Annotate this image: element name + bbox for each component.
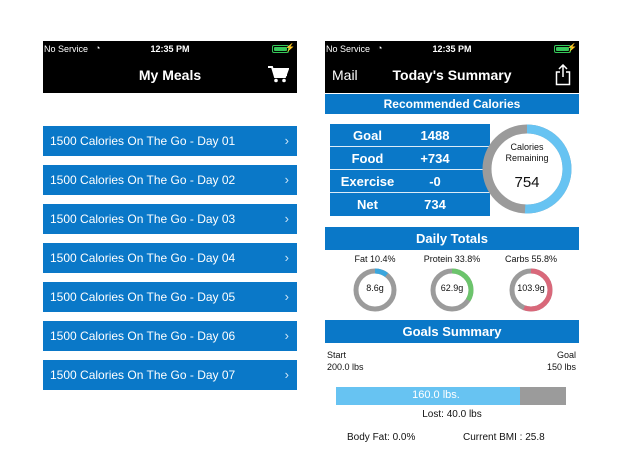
- meal-row-label: 1500 Calories On The Go - Day 03: [50, 212, 236, 226]
- recommended-calories-header: Recommended Calories: [325, 94, 579, 114]
- page-title: My Meals: [138, 67, 202, 83]
- calorie-row: Goal 1488: [330, 124, 490, 147]
- meal-row-label: 1500 Calories On The Go - Day 05: [50, 290, 236, 304]
- macro-label: Carbs 55.8%: [504, 254, 558, 264]
- weight-progress-bar: 160.0 lbs.: [336, 387, 566, 405]
- goal-value: 150 lbs: [546, 362, 576, 372]
- calorie-row-value: 734: [424, 197, 446, 212]
- macro-item: Protein 33.8% 62.9g: [417, 254, 487, 313]
- daily-totals-header: Daily Totals: [325, 227, 579, 250]
- share-icon[interactable]: [555, 63, 571, 91]
- meal-row[interactable]: 1500 Calories On The Go - Day 01 ›: [43, 126, 297, 156]
- macro-ring-arc: [430, 268, 474, 312]
- calories-remaining-ring: Calories Remaining 754: [477, 119, 577, 219]
- calorie-row-value: +734: [420, 151, 450, 166]
- weight-lost: Lost: 40.0 lbs: [422, 409, 482, 420]
- nav-bar: Mail Today's Summary: [325, 57, 579, 93]
- meal-row-label: 1500 Calories On The Go - Day 01: [50, 134, 236, 148]
- start-value: 200.0 lbs: [327, 362, 364, 372]
- meal-list: 1500 Calories On The Go - Day 01 › 1500 Ca…: [43, 126, 297, 399]
- meal-row[interactable]: 1500 Calories On The Go - Day 04 ›: [43, 243, 297, 273]
- calorie-row: Exercise -0: [330, 170, 490, 193]
- goals-summary-header: Goals Summary: [325, 320, 579, 343]
- start-label: Start: [327, 350, 347, 360]
- clock: 12:35 PM: [150, 44, 190, 54]
- status-bar: No Service ◔ 12:35 PM ⚡: [325, 41, 579, 57]
- macro-ring-arc: [353, 268, 397, 312]
- chevron-right-icon: ›: [284, 367, 289, 382]
- ring-caption: Calories Remaining: [477, 142, 577, 164]
- macro-item: Carbs 55.8% 103.9g: [496, 254, 566, 313]
- calorie-row-label: Net: [357, 197, 378, 212]
- ring-caption-line2: Remaining: [505, 153, 549, 163]
- progress-fill: [336, 387, 520, 405]
- wifi-icon: ◔: [95, 43, 101, 53]
- meal-row-label: 1500 Calories On The Go - Day 06: [50, 329, 236, 343]
- meal-row[interactable]: 1500 Calories On The Go - Day 05 ›: [43, 282, 297, 312]
- macro-ring: 103.9g: [508, 267, 554, 313]
- macro-label: Protein 33.8%: [423, 254, 481, 264]
- charging-icon: ⚡: [567, 43, 577, 52]
- chevron-right-icon: ›: [284, 211, 289, 226]
- nav-bar: My Meals: [43, 57, 297, 93]
- body-fat: Body Fat: 0.0%: [347, 432, 416, 443]
- goal-target: Goal 150 lbs: [547, 349, 576, 373]
- macro-label: Fat 10.4%: [354, 254, 396, 264]
- chevron-right-icon: ›: [284, 250, 289, 265]
- current-bmi: Current BMI : 25.8: [463, 432, 545, 443]
- macro-ring: 8.6g: [352, 267, 398, 313]
- cart-icon[interactable]: [267, 65, 290, 88]
- calorie-row: Food +734: [330, 147, 490, 170]
- meal-row-label: 1500 Calories On The Go - Day 04: [50, 251, 236, 265]
- calories-remaining-value: 754: [514, 174, 540, 191]
- ring-caption-line1: Calories: [510, 142, 544, 152]
- meal-row[interactable]: 1500 Calories On The Go - Day 06 ›: [43, 321, 297, 351]
- calorie-row-label: Food: [351, 151, 384, 166]
- calorie-table: Goal 1488 Food +734 Exercise -0 Net 734: [330, 124, 490, 216]
- calorie-row-label: Exercise: [340, 174, 395, 189]
- meal-row[interactable]: 1500 Calories On The Go - Day 07 ›: [43, 360, 297, 390]
- meal-row-label: 1500 Calories On The Go - Day 07: [50, 368, 236, 382]
- page-title: Today's Summary: [392, 67, 512, 83]
- my-meals-screen: No Service ◔ 12:35 PM ⚡ My Meals 1500 Ca…: [43, 41, 297, 401]
- macro-ring-arc: [509, 268, 553, 312]
- calorie-row: Net 734: [330, 193, 490, 216]
- status-bar: No Service ◔ 12:35 PM ⚡: [43, 41, 297, 57]
- battery-icon: [554, 45, 571, 53]
- clock: 12:35 PM: [432, 44, 472, 54]
- goal-start: Start 200.0 lbs: [327, 349, 364, 373]
- back-to-mail-link[interactable]: Mail: [332, 67, 358, 83]
- chevron-right-icon: ›: [284, 289, 289, 304]
- carrier-label: No Service: [326, 44, 371, 54]
- chevron-right-icon: ›: [284, 328, 289, 343]
- calorie-row-label: Goal: [353, 128, 382, 143]
- battery-icon: [272, 45, 289, 53]
- meal-row[interactable]: 1500 Calories On The Go - Day 03 ›: [43, 204, 297, 234]
- macro-grams: 103.9g: [517, 283, 545, 293]
- meal-row-label: 1500 Calories On The Go - Day 02: [50, 173, 236, 187]
- macro-grams: 62.9g: [440, 283, 464, 293]
- goal-label: Goal: [556, 350, 576, 360]
- meal-row[interactable]: 1500 Calories On The Go - Day 02 ›: [43, 165, 297, 195]
- ring-fill: [482, 124, 572, 214]
- macro-ring: 62.9g: [429, 267, 475, 313]
- current-weight: 160.0 lbs.: [412, 389, 460, 401]
- wifi-icon: ◔: [377, 43, 383, 53]
- charging-icon: ⚡: [285, 43, 295, 52]
- chevron-right-icon: ›: [284, 133, 289, 148]
- macro-grams: 8.6g: [366, 283, 384, 293]
- summary-screen: No Service ◔ 12:35 PM ⚡ Mail Today's Sum…: [325, 41, 579, 451]
- calorie-row-value: 1488: [420, 128, 450, 143]
- calorie-row-value: -0: [429, 174, 441, 189]
- chevron-right-icon: ›: [284, 172, 289, 187]
- carrier-label: No Service: [44, 44, 89, 54]
- macro-item: Fat 10.4% 8.6g: [340, 254, 410, 313]
